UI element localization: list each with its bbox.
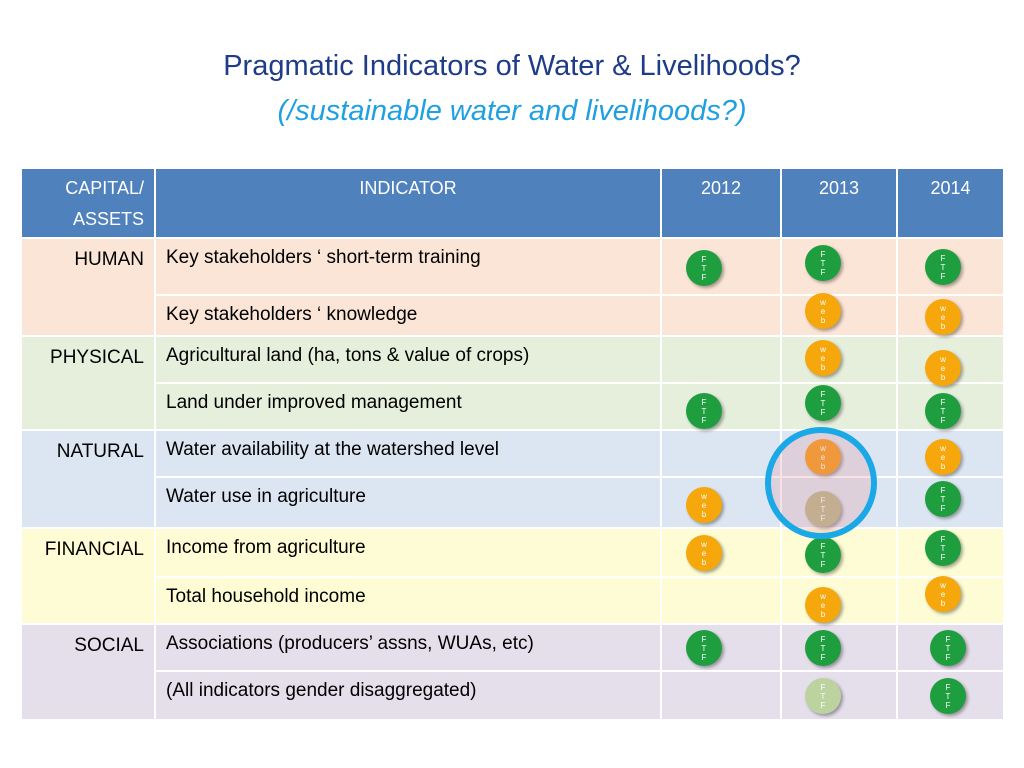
indicator-cell: Land under improved management <box>154 382 662 431</box>
cell-2012 <box>660 476 782 529</box>
cell-2012 <box>660 429 782 478</box>
indicator-cell: Agricultural land (ha, tons & value of c… <box>154 335 662 384</box>
group-label-human: HUMAN <box>20 237 156 337</box>
table-row: Land under improved management <box>21 382 1005 431</box>
header-capital-assets: CAPITAL/ ASSETS <box>20 167 156 239</box>
table-row: FINANCIAL Income from agriculture <box>20 527 1005 625</box>
cell-2012 <box>660 294 782 337</box>
group-label-social: SOCIAL <box>20 623 156 721</box>
table-row: SOCIAL Associations (producers’ assns, W… <box>20 623 1005 721</box>
indicator-cell: Associations (producers’ assns, WUAs, et… <box>154 623 662 672</box>
cell-2012 <box>660 670 782 721</box>
indicator-cell: Key stakeholders ‘ knowledge <box>154 294 662 337</box>
group-label-financial: FINANCIAL <box>20 527 156 625</box>
header-2013: 2013 <box>780 167 898 239</box>
table-row: Key stakeholders ‘ knowledge <box>21 294 1005 337</box>
cell-2013 <box>780 670 898 721</box>
table-row: NATURAL Water availability at the waters… <box>20 429 1005 529</box>
cell-2012 <box>660 382 782 431</box>
group-label-physical: PHYSICAL <box>20 335 156 431</box>
table-row: Water use in agriculture <box>21 476 1005 529</box>
indicator-cell: Water use in agriculture <box>154 476 662 529</box>
indicator-table: CAPITAL/ ASSETS INDICATOR 2012 2013 2014… <box>20 167 1005 721</box>
cell-2013 <box>780 335 898 384</box>
table-row: (All indicators gender disaggregated) <box>21 670 1005 721</box>
indicator-cell: Key stakeholders ‘ short-term training <box>154 237 662 296</box>
group-label-natural: NATURAL <box>20 429 156 529</box>
cell-2012 <box>660 237 782 296</box>
slide-title: Pragmatic Indicators of Water & Liveliho… <box>223 50 801 82</box>
slide-subtitle: (/sustainable water and livelihoods?) <box>277 95 747 127</box>
header-2012: 2012 <box>660 167 782 239</box>
header-indicator: INDICATOR <box>154 167 662 239</box>
indicator-cell: Water availability at the watershed leve… <box>154 429 662 478</box>
table-row: Total household income <box>21 576 1005 625</box>
table-row: PHYSICAL Agricultural land (ha, tons & v… <box>20 335 1005 431</box>
indicator-cell: Income from agriculture <box>154 527 662 578</box>
cell-2013 <box>780 476 898 529</box>
cell-2012 <box>660 576 782 625</box>
header-2014: 2014 <box>896 167 1005 239</box>
cell-2012 <box>660 335 782 384</box>
table-row: HUMAN Key stakeholders ‘ short-term trai… <box>20 237 1005 337</box>
indicator-cell: (All indicators gender disaggregated) <box>154 670 662 721</box>
indicator-cell: Total household income <box>154 576 662 625</box>
table-header-row: CAPITAL/ ASSETS INDICATOR 2012 2013 2014 <box>20 167 1005 239</box>
